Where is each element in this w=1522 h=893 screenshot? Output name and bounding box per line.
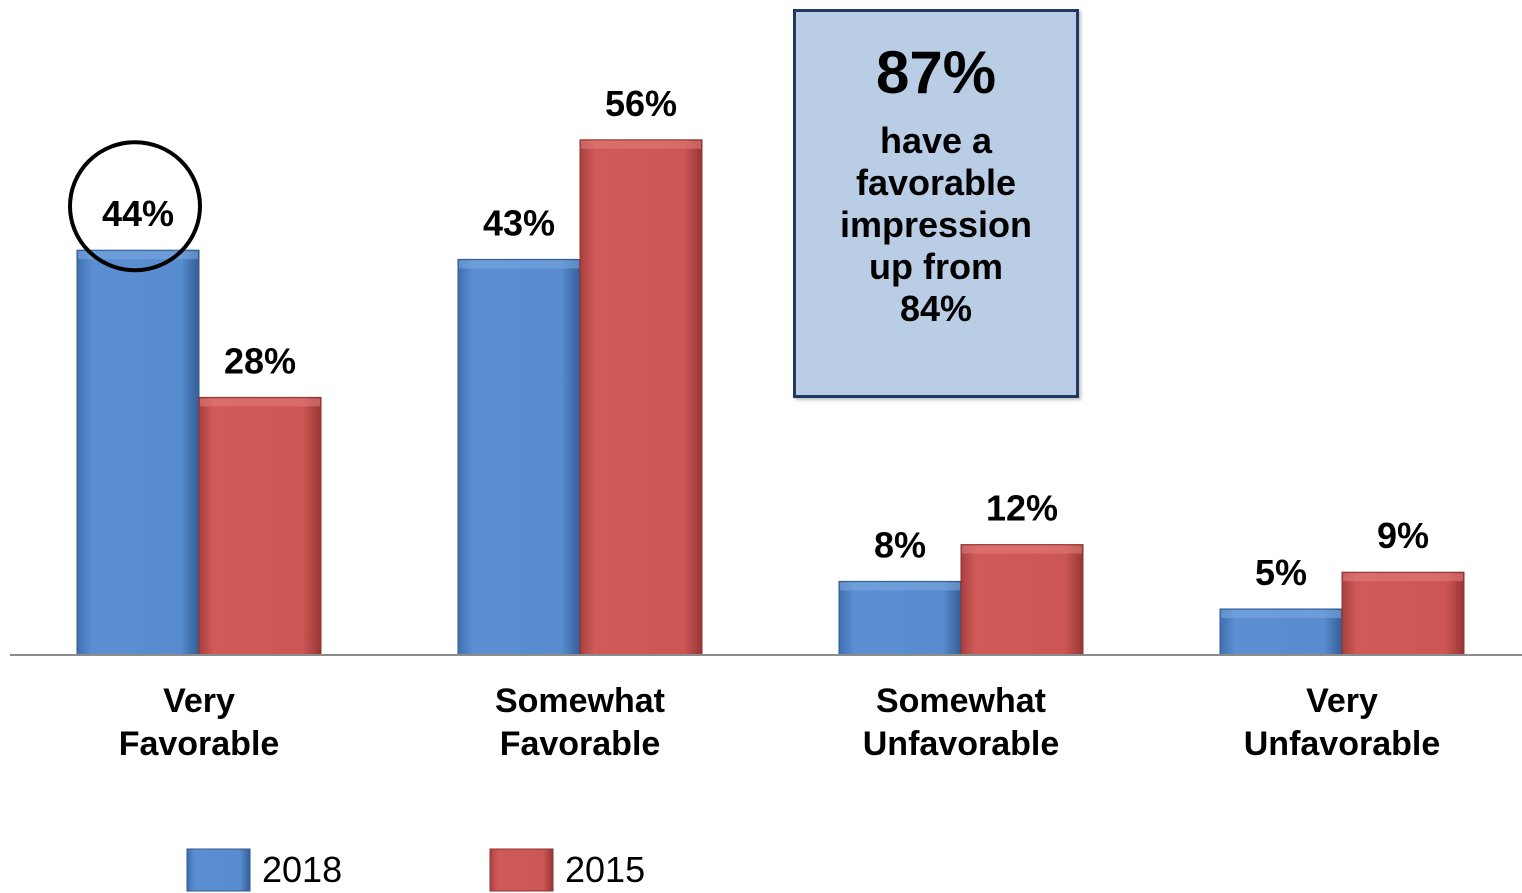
- bar-2015-3: [1341, 571, 1465, 656]
- bar-2018-0: [76, 249, 200, 656]
- bar-bevel-2015-3: [1343, 573, 1463, 582]
- category-label-2: Somewhat Unfavorable: [863, 682, 1060, 763]
- category-label-0: Very Favorable: [119, 682, 280, 763]
- legend-swatch-2015: [489, 848, 554, 892]
- bar-bevel-2015-0: [200, 398, 320, 407]
- callout-big-value: 87%: [875, 39, 997, 106]
- bar-bevel-2015-1: [581, 140, 701, 149]
- category-label-1: Somewhat Favorable: [495, 682, 665, 763]
- highlight-circle: [68, 140, 202, 273]
- value-label-2018-2: 8%: [874, 524, 926, 565]
- value-label-2018-0: 44%: [102, 193, 174, 234]
- callout-text: have a favorable impression up from 84%: [839, 120, 1033, 329]
- value-label-2015-2: 12%: [986, 488, 1058, 529]
- legend-label-2015: 2015: [565, 849, 645, 890]
- value-label-2015-3: 9%: [1377, 515, 1429, 556]
- value-label-2015-0: 28%: [224, 340, 296, 381]
- value-label-2018-1: 43%: [483, 202, 555, 243]
- value-label-2015-1: 56%: [605, 83, 677, 124]
- bar-2015-0: [198, 396, 322, 656]
- bar-2015-1: [579, 139, 703, 656]
- legend-label-2018: 2018: [262, 849, 342, 890]
- callout-box: 87% have a favorable impression up from …: [793, 9, 1079, 398]
- bar-bevel-2018-1: [459, 260, 579, 269]
- bar-bevel-2018-3: [1221, 610, 1341, 618]
- bar-2018-2: [838, 580, 962, 656]
- bar-bevel-2015-2: [962, 545, 1082, 554]
- bar-bevel-2018-0: [78, 251, 198, 260]
- category-label-3: Very Unfavorable: [1244, 682, 1441, 763]
- bar-2015-2: [960, 544, 1084, 656]
- legend-swatch-2018: [186, 848, 251, 892]
- value-label-2018-3: 5%: [1255, 552, 1307, 593]
- legend: 2018 2015: [186, 848, 645, 892]
- bar-2018-1: [457, 258, 581, 656]
- bar-bevel-2018-2: [840, 582, 960, 591]
